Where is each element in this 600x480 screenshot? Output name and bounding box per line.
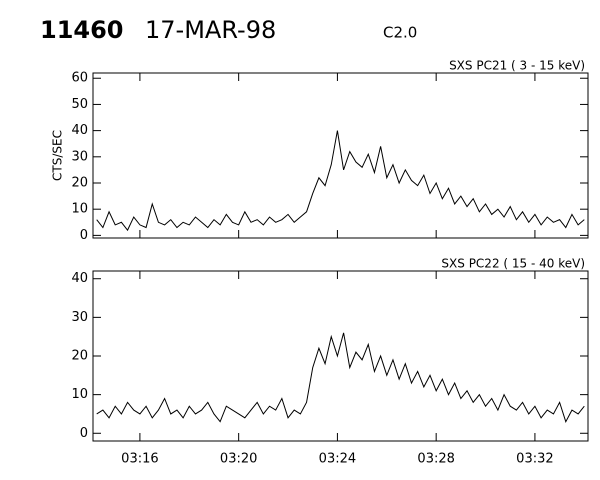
y-tick-label: 20 [71, 349, 88, 364]
y-tick-label: 20 [71, 176, 88, 191]
y-tick-label: 40 [71, 123, 88, 138]
y-tick-label: 0 [80, 228, 88, 243]
data-line [96, 332, 585, 423]
y-axis-label: CTS/SEC [51, 130, 65, 181]
y-tick-label: 10 [71, 387, 88, 402]
x-tick-label: 03:28 [417, 452, 454, 467]
y-tick-label: 50 [71, 97, 88, 112]
y-tick-label: 10 [71, 202, 88, 217]
flare-class: C2.0 [383, 24, 417, 42]
x-tick-label: 03:24 [319, 452, 356, 467]
y-tick-label: 30 [71, 149, 88, 164]
x-tick-label: 03:32 [516, 452, 553, 467]
panel-subtitle: SXS PC22 ( 15 - 40 keV) [441, 257, 585, 271]
x-tick-label: 03:20 [220, 452, 257, 467]
plot-frame [92, 72, 589, 239]
panel-subtitle: SXS PC21 ( 3 - 15 keV) [449, 59, 585, 73]
y-tick-label: 40 [71, 271, 88, 286]
event-date: 17-MAR-98 [145, 16, 276, 44]
y-tick-label: 30 [71, 310, 88, 325]
x-tick-label: 03:16 [121, 452, 158, 467]
data-line [96, 130, 585, 232]
event-number: 11460 [40, 16, 124, 44]
y-tick-label: 60 [71, 71, 88, 86]
y-tick-label: 0 [80, 426, 88, 441]
